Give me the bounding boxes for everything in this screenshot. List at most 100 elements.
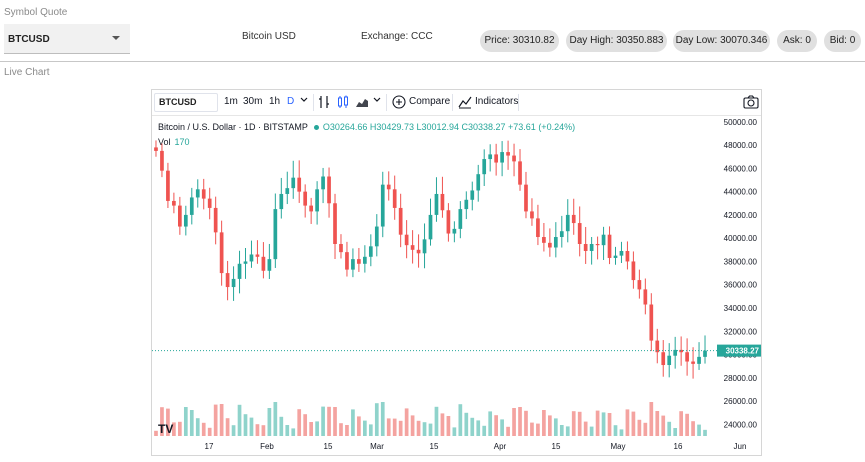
- volume-bar: [500, 419, 504, 436]
- symbol-select[interactable]: BTCUSD: [4, 24, 130, 54]
- candle-body: [679, 349, 683, 353]
- candle-body: [160, 150, 164, 171]
- symbol-select-value: BTCUSD: [8, 34, 50, 45]
- y-tick-label: 32000.00: [724, 327, 758, 336]
- candle-body: [279, 193, 284, 210]
- candle-body: [166, 170, 170, 201]
- candle-body: [559, 231, 564, 238]
- candle-body: [530, 211, 534, 219]
- volume-bar: [494, 415, 498, 436]
- candle-body: [518, 161, 522, 185]
- volume-bar: [351, 409, 355, 436]
- interval-d[interactable]: D: [287, 96, 295, 107]
- volume-bar: [434, 406, 439, 436]
- bar-style-icon[interactable]: [318, 95, 330, 112]
- volume-bar: [637, 419, 642, 436]
- compare-plus-icon[interactable]: [392, 95, 406, 112]
- candle-body: [613, 255, 618, 258]
- camera-icon[interactable]: [743, 95, 759, 112]
- toolbar-separator: [518, 94, 519, 111]
- volume-bar: [166, 408, 170, 436]
- volume-bar: [667, 421, 672, 436]
- volume-bar: [416, 420, 421, 436]
- candle-body: [374, 226, 379, 247]
- y-tick-label: 48000.00: [724, 141, 758, 150]
- x-tick-label: 15: [324, 442, 333, 451]
- volume-bar: [178, 421, 182, 436]
- volume-bar: [172, 422, 176, 436]
- volume-bar: [160, 407, 164, 436]
- volume-bar: [261, 425, 266, 436]
- price-axis: [740, 116, 761, 455]
- candle-body: [201, 189, 206, 199]
- candle-body: [625, 250, 630, 262]
- volume-bar: [625, 409, 630, 436]
- candles-icon[interactable]: [337, 95, 349, 112]
- candle-body: [673, 349, 678, 356]
- candle-body: [703, 350, 707, 357]
- candle-body: [178, 205, 182, 227]
- last-price-label: 30338.27: [726, 347, 760, 356]
- candle-body: [172, 200, 176, 206]
- candle-body: [237, 263, 242, 279]
- candle-body: [643, 289, 648, 305]
- indicators-button[interactable]: Indicators: [475, 96, 519, 107]
- area-icon[interactable]: [355, 95, 369, 112]
- chart-widget[interactable]: BTCUSD 1m 30m 1h D Compare Indicators: [151, 89, 762, 456]
- volume-bar: [154, 430, 158, 436]
- volume-bar: [207, 427, 212, 436]
- candle-body: [548, 242, 552, 248]
- x-tick-label: 16: [674, 442, 683, 451]
- candle-body: [392, 189, 397, 208]
- candle-body: [553, 237, 558, 248]
- candle-body: [183, 214, 188, 227]
- interval-1m[interactable]: 1m: [224, 96, 238, 107]
- candle-body: [368, 246, 373, 257]
- volume-bar: [422, 422, 427, 436]
- volume-bar: [357, 416, 361, 436]
- candle-body: [667, 355, 672, 366]
- symbol-description: Bitcoin USD: [242, 31, 296, 42]
- volume-bar: [530, 422, 534, 436]
- candle-body: [601, 234, 606, 246]
- toolbar-separator: [313, 94, 314, 111]
- candle-body: [297, 177, 302, 192]
- volume-bar: [201, 422, 206, 436]
- interval-1h[interactable]: 1h: [269, 96, 281, 107]
- compare-button[interactable]: Compare: [409, 96, 451, 107]
- volume-bar: [458, 404, 463, 436]
- price-chart[interactable]: 24000.0026000.0028000.0030000.0032000.00…: [152, 116, 761, 455]
- candle-body: [303, 191, 308, 206]
- volume-bar: [225, 418, 230, 436]
- interval-30m[interactable]: 30m: [243, 96, 263, 107]
- volume-bar: [631, 411, 636, 436]
- x-tick-label: Mar: [370, 442, 384, 451]
- day-high-pill: Day High: 30350.883: [566, 30, 667, 52]
- volume-bar: [536, 423, 540, 436]
- candle-body: [482, 159, 487, 175]
- candle-body: [589, 244, 594, 251]
- candle-body: [524, 184, 528, 212]
- divider: [0, 61, 865, 62]
- candle-body: [452, 228, 457, 234]
- interval-dropdown-icon[interactable]: [300, 95, 308, 108]
- volume-bar: [273, 402, 278, 436]
- exchange-label: Exchange: CCC: [361, 31, 433, 42]
- volume-bar: [213, 404, 218, 436]
- candle-body: [506, 152, 510, 156]
- legend-title: Bitcoin / U.S. Dollar · 1D · BITSTAMP: [158, 122, 308, 132]
- volume-bar: [249, 417, 254, 436]
- volume-bar: [655, 411, 660, 436]
- candle-body: [655, 340, 660, 353]
- indicators-icon[interactable]: [458, 95, 472, 112]
- chart-symbol-search[interactable]: BTCUSD: [154, 93, 218, 112]
- volume-bar: [589, 426, 594, 436]
- volume-bar: [703, 429, 707, 436]
- candle-body: [488, 154, 493, 160]
- chart-type-dropdown-icon[interactable]: [373, 95, 381, 108]
- watermark: CSDN @寒冰屋: [767, 441, 846, 453]
- candle-body: [231, 278, 236, 288]
- candle-body: [273, 209, 278, 260]
- candle-body: [213, 207, 218, 233]
- day-low-pill: Day Low: 30070.346: [673, 30, 770, 52]
